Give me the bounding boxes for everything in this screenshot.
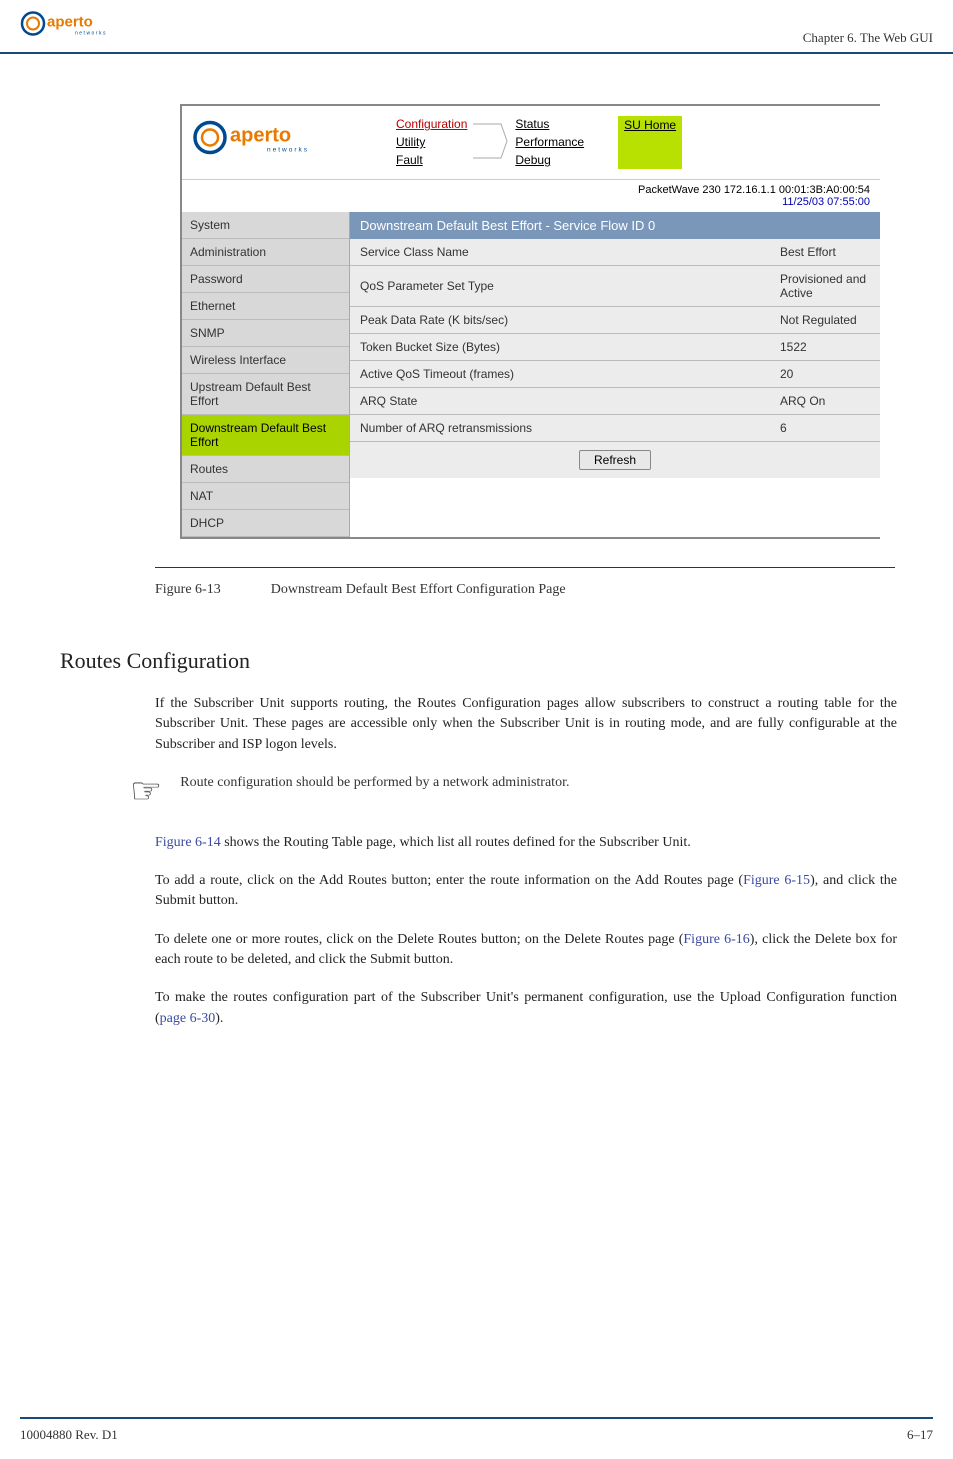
figure-number: Figure 6-13 <box>155 582 221 598</box>
svg-text:aperto: aperto <box>230 125 291 147</box>
sidebar-item[interactable]: System <box>182 212 349 239</box>
panel-title-bar: Downstream Default Best Effort - Service… <box>350 212 880 239</box>
device-info-line1: PacketWave 230 172.16.1.1 00:01:3B:A0:00… <box>192 184 870 196</box>
sidebar-item[interactable]: Downstream Default Best Effort <box>182 415 349 456</box>
device-info: PacketWave 230 172.16.1.1 00:01:3B:A0:00… <box>182 180 880 212</box>
note-text: Route configuration should be performed … <box>180 773 897 793</box>
config-table: Service Class NameBest EffortQoS Paramet… <box>350 239 880 442</box>
row-value: Not Regulated <box>770 307 880 334</box>
screenshot-header: aperto networks Configuration Utility Fa… <box>182 106 880 180</box>
row-value: Provisioned and Active <box>770 266 880 307</box>
note-block: ☞ Route configuration should be performe… <box>130 773 897 809</box>
table-row: ARQ StateARQ On <box>350 388 880 415</box>
sidebar-item[interactable]: Ethernet <box>182 293 349 320</box>
row-label: Active QoS Timeout (frames) <box>350 361 770 388</box>
nav-performance[interactable]: Performance <box>511 134 588 150</box>
row-value: 1522 <box>770 334 880 361</box>
svg-text:networks: networks <box>267 147 309 154</box>
sidebar-item[interactable]: SNMP <box>182 320 349 347</box>
footer-left: 10004880 Rev. D1 <box>20 1427 118 1443</box>
row-value: 6 <box>770 415 880 442</box>
chapter-label: Chapter 6. The Web GUI <box>803 30 933 46</box>
footer-right: 6–17 <box>907 1427 933 1443</box>
nav-configuration[interactable]: Configuration <box>392 116 471 132</box>
para5: To make the routes configuration part of… <box>155 988 897 1029</box>
screenshot-logo: aperto networks <box>192 116 352 169</box>
row-label: Token Bucket Size (Bytes) <box>350 334 770 361</box>
para1: If the Subscriber Unit supports routing,… <box>155 694 897 755</box>
para4: To delete one or more routes, click on t… <box>155 930 897 971</box>
row-label: Service Class Name <box>350 239 770 266</box>
sidebar-item[interactable]: Routes <box>182 456 349 483</box>
figure-caption-text: Downstream Default Best Effort Configura… <box>271 582 566 598</box>
table-row: Active QoS Timeout (frames)20 <box>350 361 880 388</box>
sidebar-item[interactable]: Administration <box>182 239 349 266</box>
sidebar-item[interactable]: Upstream Default Best Effort <box>182 374 349 415</box>
section-heading: Routes Configuration <box>60 648 953 674</box>
pointing-hand-icon: ☞ <box>130 773 162 809</box>
row-label: Number of ARQ retransmissions <box>350 415 770 442</box>
row-label: Peak Data Rate (K bits/sec) <box>350 307 770 334</box>
sidebar: SystemAdministrationPasswordEthernetSNMP… <box>182 212 350 537</box>
para3: To add a route, click on the Add Routes … <box>155 871 897 912</box>
nav-utility[interactable]: Utility <box>392 134 471 150</box>
table-row: Service Class NameBest Effort <box>350 239 880 266</box>
svg-text:aperto: aperto <box>47 14 93 31</box>
sidebar-item[interactable]: Password <box>182 266 349 293</box>
page-header: aperto networks Chapter 6. The Web GUI <box>0 0 953 54</box>
nav-debug[interactable]: Debug <box>511 152 588 168</box>
main-panel: Downstream Default Best Effort - Service… <box>350 212 880 537</box>
nav-fault[interactable]: Fault <box>392 152 471 168</box>
table-row: QoS Parameter Set TypeProvisioned and Ac… <box>350 266 880 307</box>
nav-status[interactable]: Status <box>511 116 588 132</box>
para2: Figure 6-14 shows the Routing Table page… <box>155 833 897 853</box>
table-row: Token Bucket Size (Bytes)1522 <box>350 334 880 361</box>
ref-fig-6-14[interactable]: Figure 6-14 <box>155 835 221 850</box>
logo-header: aperto networks <box>20 10 140 46</box>
embedded-screenshot: aperto networks Configuration Utility Fa… <box>180 104 880 539</box>
table-row: Peak Data Rate (K bits/sec)Not Regulated <box>350 307 880 334</box>
row-label: QoS Parameter Set Type <box>350 266 770 307</box>
sidebar-item[interactable]: NAT <box>182 483 349 510</box>
ref-fig-6-15[interactable]: Figure 6-15 <box>743 873 810 888</box>
top-nav: Configuration Utility Fault Status Perfo… <box>392 116 682 169</box>
row-value: Best Effort <box>770 239 880 266</box>
ref-page-6-30[interactable]: page 6-30 <box>160 1011 216 1026</box>
svg-text:networks: networks <box>75 31 107 37</box>
row-value: ARQ On <box>770 388 880 415</box>
sidebar-item[interactable]: Wireless Interface <box>182 347 349 374</box>
device-info-line2: 11/25/03 07:55:00 <box>192 196 870 208</box>
sidebar-item[interactable]: DHCP <box>182 510 349 537</box>
table-row: Number of ARQ retransmissions6 <box>350 415 880 442</box>
page-footer: 10004880 Rev. D1 6–17 <box>20 1417 933 1443</box>
row-label: ARQ State <box>350 388 770 415</box>
refresh-button[interactable]: Refresh <box>579 450 651 470</box>
figure-caption: Figure 6-13 Downstream Default Best Effo… <box>155 567 895 598</box>
ref-fig-6-16[interactable]: Figure 6-16 <box>683 932 749 947</box>
row-value: 20 <box>770 361 880 388</box>
refresh-row: Refresh <box>350 442 880 478</box>
nav-su-home[interactable]: SU Home <box>618 116 682 169</box>
